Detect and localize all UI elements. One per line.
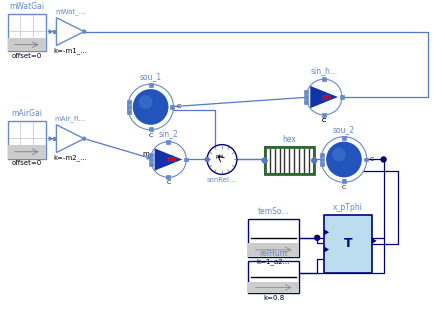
Circle shape xyxy=(139,95,152,109)
Bar xyxy=(304,95,308,99)
Text: relHum: relHum xyxy=(259,249,287,258)
Polygon shape xyxy=(324,246,329,252)
Circle shape xyxy=(326,142,362,177)
Polygon shape xyxy=(154,149,182,170)
Circle shape xyxy=(83,30,86,33)
Text: k=0.8: k=0.8 xyxy=(263,295,284,301)
Bar xyxy=(170,105,174,109)
Bar xyxy=(149,127,153,131)
Text: mWatGai: mWatGai xyxy=(9,2,44,11)
Text: x_pTphi: x_pTphi xyxy=(333,203,363,212)
Circle shape xyxy=(207,145,237,174)
Bar xyxy=(320,153,324,157)
Bar xyxy=(53,30,57,34)
Text: sin_h...: sin_h... xyxy=(311,66,338,75)
Bar xyxy=(322,113,326,117)
Text: offset=0: offset=0 xyxy=(12,161,42,166)
Circle shape xyxy=(312,158,317,163)
Text: ṁ: ṁ xyxy=(321,93,331,102)
Text: mAir_fl...: mAir_fl... xyxy=(55,115,86,122)
Circle shape xyxy=(332,148,346,161)
Bar xyxy=(149,158,153,162)
Circle shape xyxy=(381,157,386,162)
Circle shape xyxy=(128,84,174,130)
Bar xyxy=(342,179,346,183)
Bar xyxy=(8,121,45,159)
Bar xyxy=(304,100,308,104)
Circle shape xyxy=(83,137,86,140)
Text: sou_2: sou_2 xyxy=(333,125,355,134)
Polygon shape xyxy=(57,125,84,153)
Text: k=1_a2...: k=1_a2... xyxy=(257,259,290,265)
Bar xyxy=(304,90,308,94)
Text: C: C xyxy=(370,157,374,162)
Bar xyxy=(248,261,299,293)
Circle shape xyxy=(262,158,267,163)
Bar xyxy=(8,145,45,159)
Bar xyxy=(149,83,153,87)
Text: ṁ: ṁ xyxy=(166,155,175,164)
Bar xyxy=(364,158,368,162)
Polygon shape xyxy=(57,18,84,46)
Bar xyxy=(8,38,45,51)
Circle shape xyxy=(321,137,367,182)
Bar xyxy=(248,219,299,257)
Bar xyxy=(149,153,153,157)
Text: C: C xyxy=(322,118,326,123)
Bar xyxy=(53,137,57,141)
Polygon shape xyxy=(324,229,329,235)
Bar xyxy=(127,100,131,104)
Text: temSo...: temSo... xyxy=(258,207,289,216)
Bar xyxy=(149,163,153,166)
Bar xyxy=(127,110,131,114)
Text: senRel...: senRel... xyxy=(207,177,237,183)
Bar xyxy=(320,163,324,166)
Polygon shape xyxy=(372,238,376,244)
Bar xyxy=(166,175,170,179)
Text: k=-m2_...: k=-m2_... xyxy=(53,155,87,161)
Text: mWat_...: mWat_... xyxy=(55,8,85,15)
Bar xyxy=(184,158,188,162)
Bar xyxy=(127,105,131,109)
Text: hex: hex xyxy=(283,135,296,144)
Circle shape xyxy=(205,158,209,162)
Circle shape xyxy=(133,89,169,125)
Bar xyxy=(248,243,299,257)
Text: C: C xyxy=(322,118,326,123)
Bar xyxy=(265,147,314,174)
Text: C: C xyxy=(342,185,346,190)
Bar xyxy=(322,77,326,81)
Circle shape xyxy=(306,79,342,115)
Text: sin_2: sin_2 xyxy=(158,129,178,138)
Text: mAirGai: mAirGai xyxy=(11,109,42,118)
Circle shape xyxy=(150,142,186,177)
Text: C: C xyxy=(149,133,153,138)
Bar xyxy=(340,95,344,99)
Text: k=-m1_...: k=-m1_... xyxy=(53,48,87,54)
Text: sou_1: sou_1 xyxy=(140,72,162,81)
Polygon shape xyxy=(310,86,338,108)
Bar xyxy=(324,215,372,272)
Bar xyxy=(166,140,170,144)
Text: offset=0: offset=0 xyxy=(12,53,42,59)
Text: C: C xyxy=(166,180,170,185)
Text: T: T xyxy=(344,237,352,250)
Bar xyxy=(265,147,314,174)
Bar xyxy=(248,282,299,293)
Bar xyxy=(320,158,324,162)
Bar xyxy=(8,14,45,51)
Circle shape xyxy=(315,235,320,240)
Text: C: C xyxy=(176,105,181,110)
Bar xyxy=(342,136,346,140)
Text: m: m xyxy=(142,151,149,157)
Text: phi: phi xyxy=(216,154,224,159)
